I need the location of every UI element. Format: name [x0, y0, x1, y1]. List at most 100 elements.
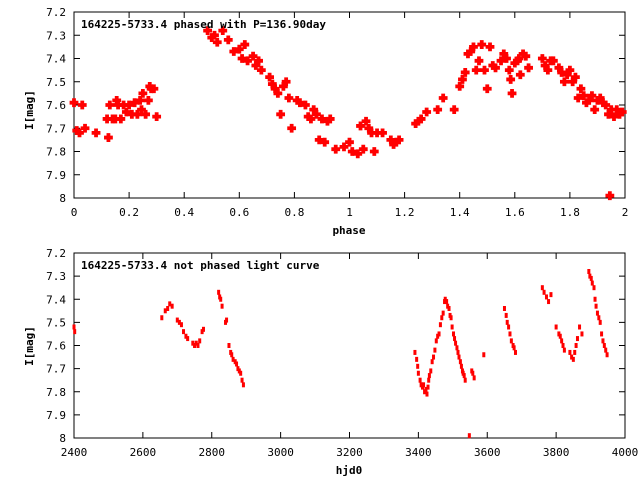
data-point	[512, 345, 516, 351]
x-tick-label: 3600	[474, 446, 501, 459]
data-point	[441, 310, 445, 316]
x-axis-title: phase	[332, 224, 365, 237]
data-point	[455, 345, 459, 351]
data-point	[561, 343, 565, 348]
data-point	[143, 95, 153, 105]
chart-title: 164225-5733.4 phased with P=136.90day	[81, 18, 326, 31]
data-point	[240, 377, 244, 383]
data-point	[191, 340, 195, 346]
chart-title: 164225-5733.4 not phased light curve	[81, 259, 320, 272]
data-point	[571, 356, 575, 362]
data-point	[433, 347, 437, 353]
data-point	[600, 331, 604, 337]
data-point	[505, 319, 509, 325]
data-point	[170, 303, 174, 309]
data-point	[433, 105, 443, 115]
data-point	[460, 68, 470, 77]
x-tick-label: 2400	[61, 446, 88, 459]
data-point	[438, 93, 448, 103]
data-point	[485, 42, 495, 52]
data-point	[427, 377, 431, 383]
data-point	[212, 37, 222, 47]
unphased-light-curve-panel: hjd0 I[mag] 2400 2600 2800 3000 3200 3400 3600…	[23, 247, 638, 477]
data-point	[454, 340, 458, 346]
data-point	[456, 349, 460, 355]
data-point	[152, 112, 162, 122]
data-point	[471, 65, 481, 75]
data-point	[521, 51, 531, 61]
data-point	[445, 299, 449, 305]
data-point	[160, 315, 164, 321]
data-point	[378, 128, 387, 138]
data-point	[358, 144, 368, 154]
data-point	[540, 285, 544, 291]
data-point	[549, 292, 553, 298]
y-tick-label: 7.9	[46, 169, 66, 182]
x-tick-label: 0.6	[229, 206, 249, 219]
data-point	[458, 75, 467, 84]
data-point	[502, 306, 506, 311]
data-point	[547, 299, 551, 305]
data-point	[184, 333, 188, 339]
data-point	[413, 349, 417, 355]
data-point	[449, 315, 453, 321]
data-point	[198, 338, 202, 344]
data-point	[415, 356, 419, 362]
data-point	[345, 137, 354, 147]
y-tick-label: 7.6	[46, 99, 66, 112]
data-point	[424, 386, 428, 392]
data-point	[418, 377, 422, 383]
x-tick-label: 2800	[199, 446, 226, 459]
y-tick-label: 7.6	[46, 340, 66, 353]
data-point	[477, 40, 487, 49]
data-point	[574, 343, 578, 348]
data-point	[434, 338, 438, 344]
data-point	[201, 326, 205, 332]
data-point	[605, 352, 609, 358]
data-point	[231, 356, 235, 362]
data-point	[513, 349, 517, 355]
data-point	[80, 123, 90, 133]
data-point	[504, 312, 508, 318]
y-tick-label: 7.4	[46, 293, 66, 306]
data-point	[243, 56, 252, 66]
x-tick-label: 4000	[612, 446, 639, 459]
data-point	[592, 285, 596, 291]
data-point	[605, 191, 615, 201]
data-point	[437, 331, 441, 337]
data-point	[394, 135, 404, 145]
data-point	[135, 95, 145, 105]
y-tick-label: 7.3	[46, 29, 66, 42]
x-tick-label: 1.8	[560, 206, 580, 219]
data-point	[72, 324, 76, 330]
data-point	[575, 336, 579, 342]
x-tick-label: 3800	[543, 446, 570, 459]
data-point	[132, 109, 142, 119]
data-point	[105, 100, 115, 110]
data-point	[416, 114, 426, 124]
data-point	[604, 347, 608, 353]
data-point	[568, 349, 572, 355]
data-point	[617, 107, 627, 117]
data-point	[509, 338, 513, 344]
data-point	[508, 331, 512, 337]
data-point	[416, 370, 420, 376]
y-tick-label: 8	[59, 192, 66, 205]
data-point	[426, 384, 430, 390]
data-point	[502, 54, 511, 63]
data-point	[141, 109, 151, 119]
data-point	[587, 269, 591, 274]
data-point	[602, 343, 606, 348]
data-point	[227, 343, 231, 348]
data-point	[219, 296, 223, 302]
data-point	[447, 306, 451, 311]
y-tick-label: 7.3	[46, 270, 66, 283]
x-tick-label: 1.6	[505, 206, 525, 219]
data-point	[301, 100, 310, 110]
data-point	[472, 375, 476, 381]
data-point	[284, 93, 294, 103]
data-point	[425, 391, 429, 397]
data-point	[422, 107, 432, 117]
data-point	[220, 303, 224, 309]
x-tick-label: 0.8	[284, 206, 304, 219]
